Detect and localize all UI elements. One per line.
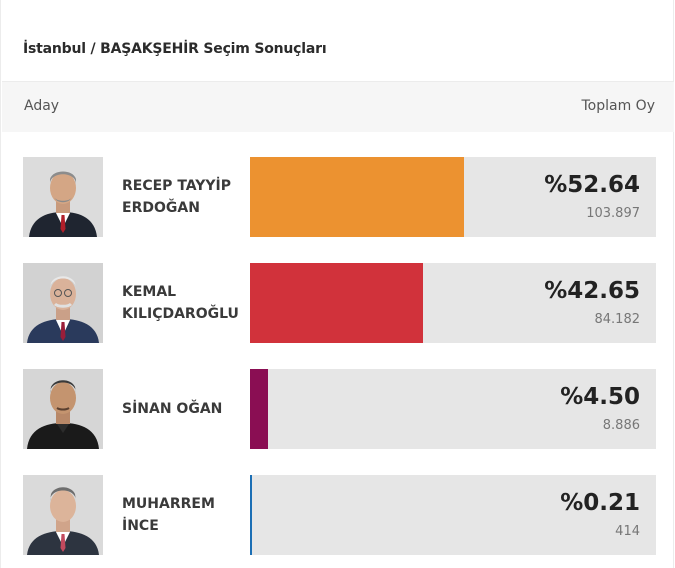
vote-percent: %52.64 — [544, 172, 640, 198]
vote-count: 103.897 — [586, 206, 640, 221]
candidate-row: MUHARREM İNCE %0.21 414 — [23, 475, 656, 555]
vote-percent: %0.21 — [560, 490, 640, 516]
header-total-votes: Toplam Oy — [581, 98, 656, 114]
vote-bar: %52.64 103.897 — [250, 157, 656, 237]
vote-count: 84.182 — [594, 312, 641, 327]
vote-bar: %42.65 84.182 — [250, 263, 656, 343]
candidate-name: SİNAN OĞAN — [122, 401, 223, 417]
vote-percent: %4.50 — [560, 384, 640, 410]
candidate-row: RECEP TAYYİP ERDOĞAN %52.64 103.897 — [23, 157, 656, 237]
candidate-photo — [23, 157, 103, 237]
vote-percent: %42.65 — [544, 278, 640, 304]
candidate-photo — [23, 475, 103, 555]
vote-count: 414 — [615, 524, 640, 539]
vote-bar-fill — [250, 263, 423, 343]
header-candidate: Aday — [24, 98, 60, 114]
candidate-name: MUHARREM İNCE — [122, 496, 215, 534]
vote-bar-fill — [250, 475, 252, 555]
table-header: Aday Toplam Oy — [2, 81, 674, 132]
candidate-name: RECEP TAYYİP ERDOĞAN — [122, 178, 232, 216]
vote-bar: %0.21 414 — [250, 475, 656, 555]
page-title: İstanbul / BAŞAKŞEHİR Seçim Sonuçları — [23, 41, 327, 57]
vote-bar-fill — [250, 157, 464, 237]
vote-bar: %4.50 8.886 — [250, 369, 656, 449]
vote-bar-fill — [250, 369, 268, 449]
candidate-row: SİNAN OĞAN %4.50 8.886 — [23, 369, 656, 449]
candidate-photo — [23, 369, 103, 449]
candidate-row: KEMAL KILIÇDAROĞLU %42.65 84.182 — [23, 263, 656, 343]
vote-count: 8.886 — [602, 418, 640, 433]
candidate-photo — [23, 263, 103, 343]
candidate-name: KEMAL KILIÇDAROĞLU — [122, 284, 239, 322]
